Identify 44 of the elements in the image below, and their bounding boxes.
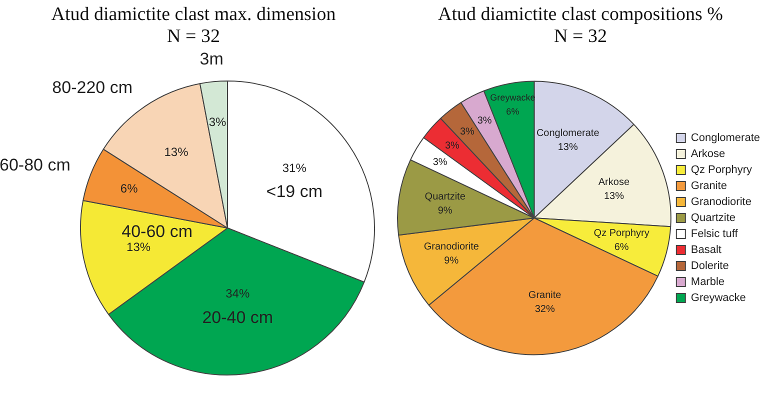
- legend-label: Basalt: [690, 244, 722, 256]
- data-label: 3%: [460, 126, 475, 138]
- slice-label: Quartzite: [424, 192, 466, 203]
- slice-label: 20-40 cm: [202, 308, 274, 327]
- legend-label: Conglomerate: [690, 132, 760, 144]
- data-label: 6%: [120, 181, 138, 196]
- slice-label: Arkose: [598, 177, 630, 188]
- slice-label: Granodiorite: [424, 242, 480, 253]
- chart-subtitle: N = 32: [166, 26, 221, 48]
- data-label: 6%: [506, 106, 520, 117]
- data-label: 13%: [164, 144, 189, 159]
- slice-label: Granite: [528, 290, 562, 301]
- data-label: 13%: [604, 191, 624, 202]
- data-label: 6%: [614, 242, 629, 254]
- data-label: 9%: [438, 206, 452, 217]
- legend-label: Felsic tuff: [690, 228, 739, 240]
- slice-label: <19 cm: [266, 182, 322, 202]
- slice-label: Qz Porphyry: [594, 228, 650, 240]
- chart-subtitle: N = 32: [553, 26, 608, 48]
- data-label: 3%: [477, 115, 492, 126]
- data-label: 3%: [444, 140, 460, 152]
- slice-label: 40-60 cm: [122, 222, 193, 242]
- data-label: 13%: [558, 142, 578, 153]
- legend-label: Granodiorite: [690, 196, 752, 208]
- chart-title: Atud diamictite clast compositions %: [437, 4, 724, 26]
- data-label: 3%: [208, 114, 227, 129]
- legend-label: Marble: [690, 276, 725, 288]
- chart-title: Atud diamictite clast max. dimension: [50, 4, 337, 26]
- slice-label: 80-220 cm: [52, 78, 133, 97]
- legend-label: Granite: [690, 180, 727, 192]
- data-label: 3%: [432, 157, 448, 168]
- legend-label: Dolerite: [690, 260, 729, 272]
- data-label: 31%: [282, 160, 307, 175]
- slice-label: 3m: [200, 49, 224, 68]
- data-label: 9%: [444, 256, 459, 267]
- legend-label: Greywacke: [690, 292, 746, 304]
- data-label: 13%: [126, 240, 151, 254]
- legend-label: Qz Porphyry: [690, 164, 753, 176]
- data-label: 34%: [226, 286, 250, 301]
- legend-label: Quartzite: [690, 212, 736, 224]
- legend-label: Arkose: [690, 148, 726, 160]
- data-label: 32%: [534, 304, 555, 315]
- slice-label: 60-80 cm: [0, 155, 70, 174]
- slice-label: Conglomerate: [536, 128, 600, 139]
